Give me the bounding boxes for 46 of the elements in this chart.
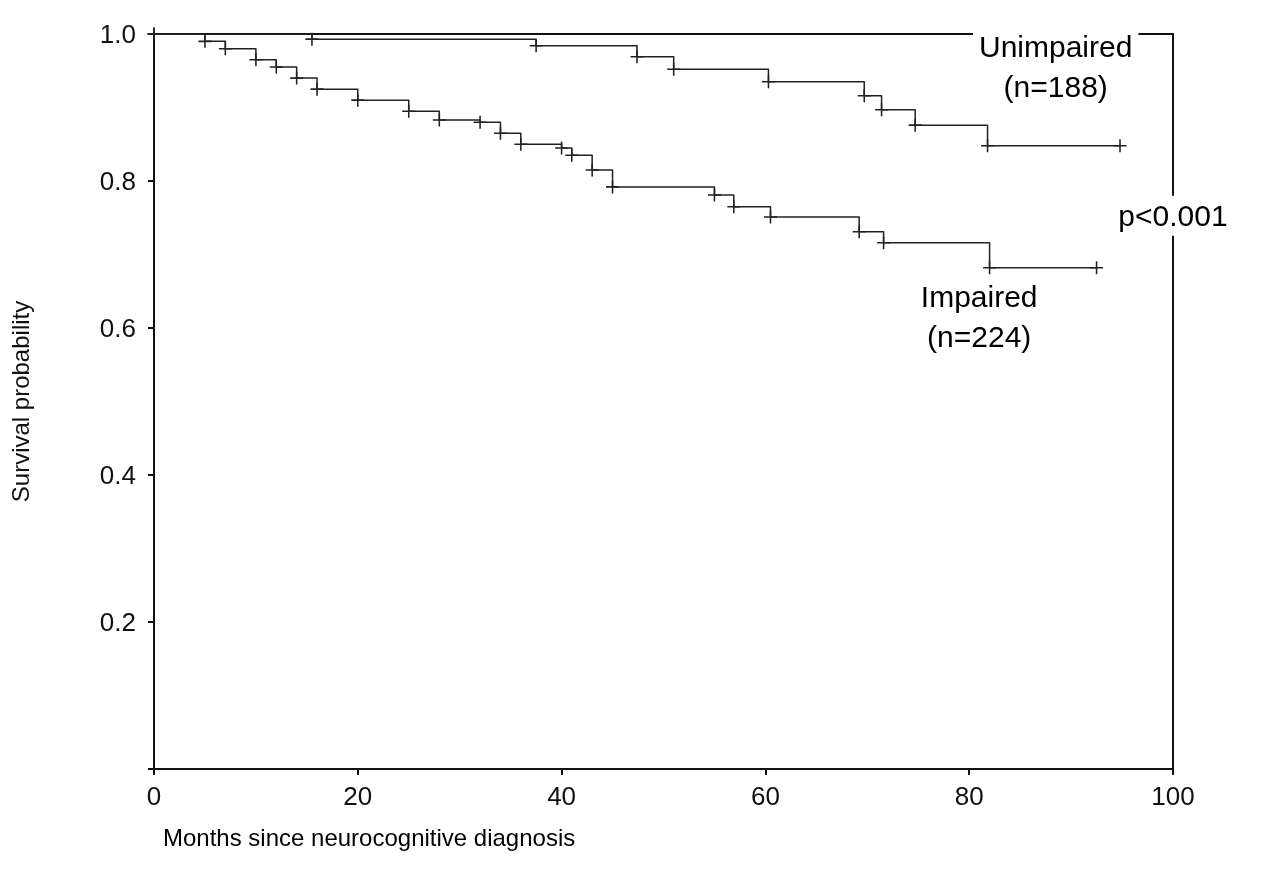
point	[852, 225, 866, 239]
y-tick-label: 0.4	[99, 460, 136, 490]
point	[310, 82, 324, 96]
point	[529, 39, 543, 53]
point	[707, 188, 721, 202]
y-axis-title: Survival probability	[6, 300, 34, 503]
point	[877, 236, 891, 250]
point	[249, 53, 263, 67]
point	[198, 34, 212, 48]
point	[585, 163, 599, 177]
x-tick-label: 100	[1151, 781, 1195, 811]
point	[1090, 261, 1104, 275]
x-tick-label: 0	[146, 781, 162, 811]
y-tick-label: 1.0	[99, 19, 136, 49]
point	[432, 113, 446, 127]
point	[763, 210, 777, 224]
annotation: p<0.001	[1118, 199, 1228, 233]
point	[983, 261, 997, 275]
point	[351, 93, 365, 107]
point	[630, 50, 644, 64]
point	[981, 139, 995, 153]
x-axis-title: Months since neurocognitive diagnosis	[163, 823, 576, 851]
point	[305, 32, 319, 46]
point	[514, 137, 528, 151]
point	[555, 141, 569, 155]
point	[606, 180, 620, 194]
x-tick-label: 80	[954, 781, 984, 811]
point	[761, 75, 775, 89]
point	[727, 200, 741, 214]
point	[290, 71, 304, 85]
annotation: Unimpaired (n=188)	[979, 30, 1133, 104]
point	[269, 60, 283, 74]
y-tick-label: 0.8	[99, 166, 136, 196]
x-tick-label: 20	[343, 781, 373, 811]
point	[402, 104, 416, 118]
point	[473, 115, 487, 129]
point	[908, 118, 922, 132]
annotation: Impaired (n=224)	[920, 280, 1038, 354]
point	[565, 148, 579, 162]
point	[1113, 139, 1127, 153]
y-tick-label: 0.2	[99, 607, 136, 637]
y-tick-label: 0.6	[99, 313, 136, 343]
x-tick-label: 40	[547, 781, 577, 811]
point	[857, 89, 871, 103]
x-tick-label: 60	[750, 781, 780, 811]
point	[493, 126, 507, 140]
